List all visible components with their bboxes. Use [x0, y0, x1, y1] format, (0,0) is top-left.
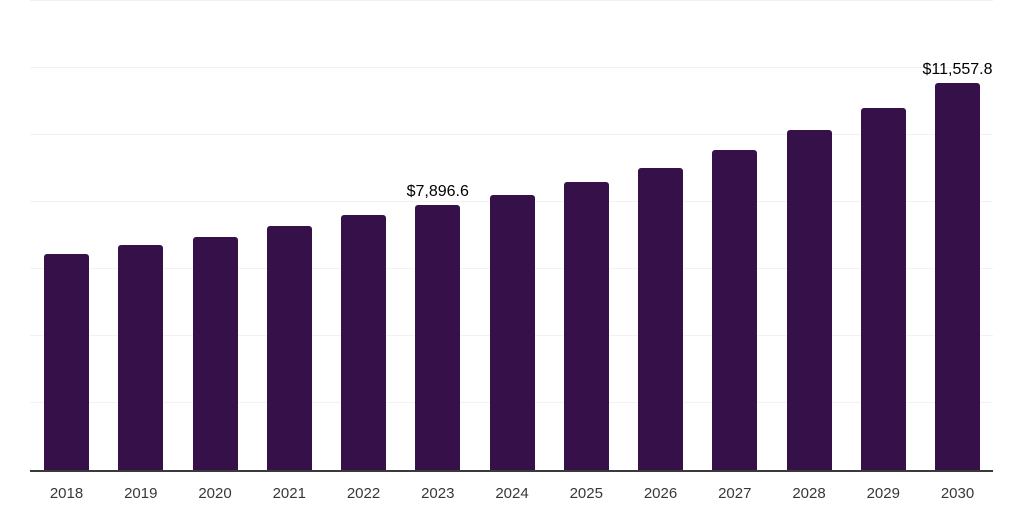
gridline-14000 — [30, 0, 993, 1]
x-tick-label-2019: 2019 — [124, 485, 158, 502]
x-tick-label-2018: 2018 — [49, 485, 84, 502]
bar-2030[interactable]: $11,557.8 — [923, 61, 993, 470]
bar-2024[interactable] — [489, 194, 535, 470]
bar-2029[interactable] — [860, 107, 906, 470]
plot-area: $7,896.6 $11,557.8 — [30, 0, 993, 472]
bar-2019[interactable] — [118, 245, 164, 470]
x-tick-label-2030: 2030 — [940, 485, 975, 502]
bar-2028[interactable] — [786, 129, 832, 470]
bar-2025[interactable] — [563, 181, 609, 470]
x-tick-label-2023: 2023 — [421, 485, 455, 502]
x-tick-label-2029: 2029 — [866, 485, 900, 502]
gridline-12000 — [30, 67, 993, 68]
x-tick-label-2027: 2027 — [718, 485, 752, 502]
x-tick-label-2020: 2020 — [198, 485, 232, 502]
bars-container: $7,896.6 $11,557.8 — [30, 1, 993, 470]
gridline-10000 — [30, 134, 993, 135]
x-tick-label-2026: 2026 — [643, 485, 678, 502]
x-tick-label-2022: 2022 — [346, 485, 381, 502]
x-tick-label-2024: 2024 — [495, 485, 529, 502]
bar-2020[interactable] — [192, 236, 238, 470]
x-axis-labels: 2018 2019 2020 2021 2022 2023 2024 2025 2026 2027… — [30, 485, 993, 503]
x-tick-label-2021: 2021 — [272, 485, 306, 502]
data-label-2030: $11,557.8 — [922, 60, 993, 78]
bar-2021[interactable] — [266, 226, 312, 470]
bar-2023[interactable]: $7,896.6 — [407, 184, 469, 470]
bar-2022[interactable] — [341, 215, 386, 470]
bar-2018[interactable] — [44, 254, 89, 470]
x-tick-label-2028: 2028 — [792, 485, 826, 502]
x-tick-label-2025: 2025 — [569, 485, 603, 502]
bar-2026[interactable] — [638, 167, 683, 470]
bar-2027[interactable] — [712, 149, 758, 470]
data-label-2023: $7,896.6 — [406, 183, 469, 201]
